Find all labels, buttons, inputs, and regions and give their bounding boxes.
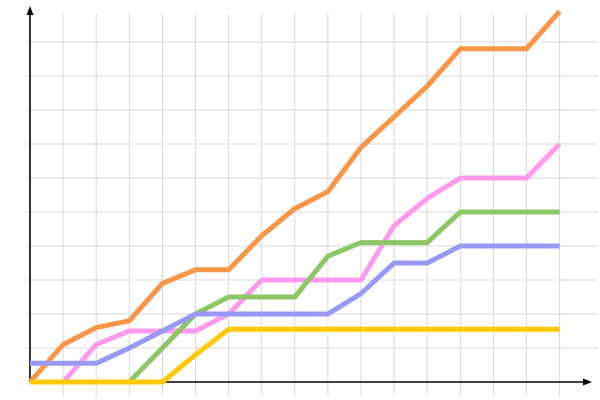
series-line-orange	[28, 9, 562, 384]
x-axis-arrow	[583, 378, 592, 386]
series-line-pink	[30, 142, 562, 385]
y-axis-arrow	[26, 6, 34, 15]
series-line-purple	[30, 243, 560, 366]
series-line-yellow	[30, 326, 560, 385]
data-series-layer	[28, 9, 562, 385]
